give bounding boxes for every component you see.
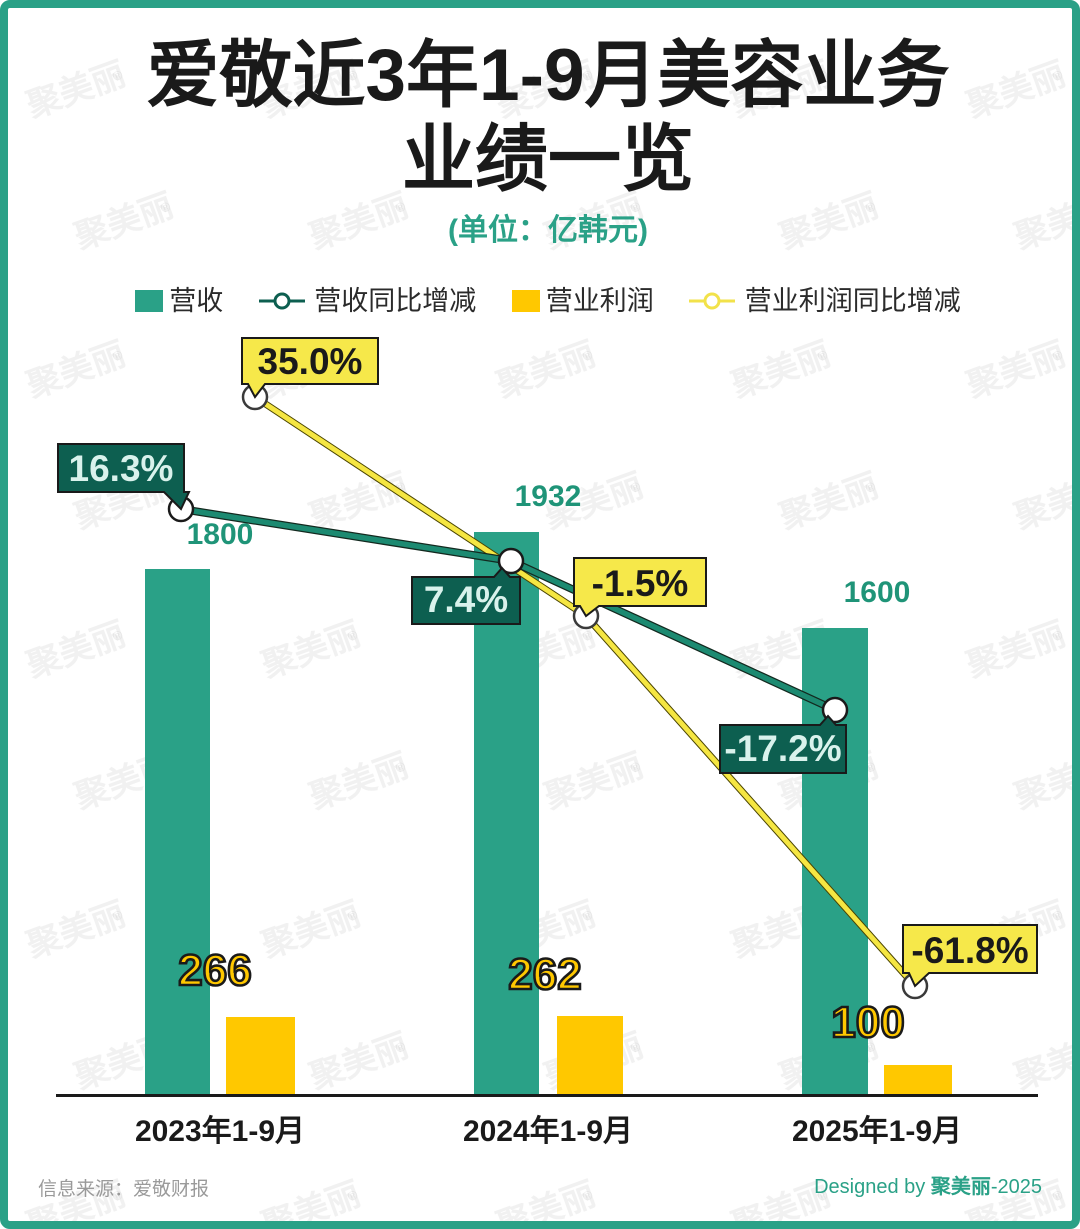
svg-text:-61.8%: -61.8% [911, 930, 1028, 971]
svg-text:35.0%: 35.0% [258, 341, 363, 382]
svg-text:-1.5%: -1.5% [592, 563, 689, 604]
svg-text:16.3%: 16.3% [69, 448, 174, 489]
svg-text:-17.2%: -17.2% [724, 728, 841, 769]
svg-text:7.4%: 7.4% [424, 579, 508, 620]
